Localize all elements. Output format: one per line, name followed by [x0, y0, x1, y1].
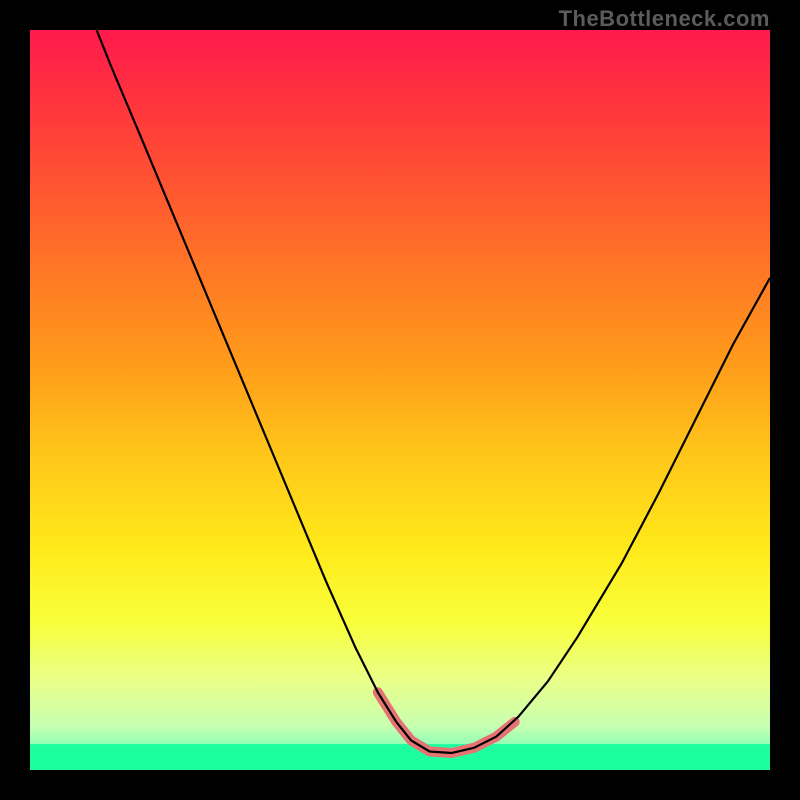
bottom-band [30, 744, 770, 770]
chart-svg [30, 30, 770, 770]
plot-area [30, 30, 770, 770]
gradient-background [30, 30, 770, 770]
chart-container: TheBottleneck.com [0, 0, 800, 800]
watermark-text: TheBottleneck.com [559, 6, 770, 32]
